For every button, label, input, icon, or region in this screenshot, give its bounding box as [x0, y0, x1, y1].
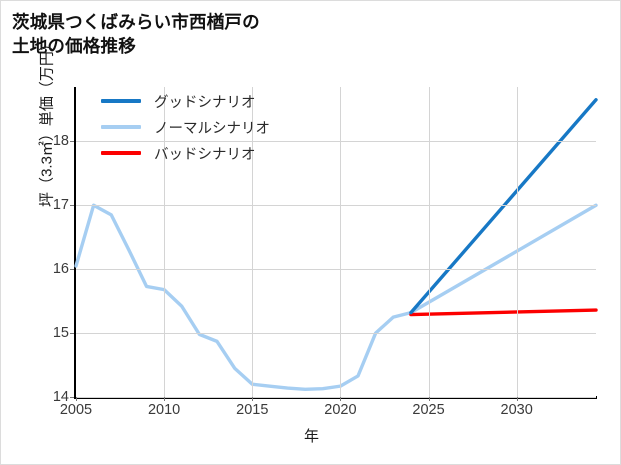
x-tick-mark: [428, 397, 430, 401]
plot-area: [74, 87, 598, 398]
x-tick-mark: [516, 397, 518, 401]
x-tick-mark: [340, 397, 342, 401]
series-line: [409, 308, 598, 317]
gridline-vertical: [164, 87, 166, 397]
y-tick-label: 15: [52, 325, 69, 342]
legend: グッドシナリオ ノーマルシナリオ バッドシナリオ: [101, 93, 270, 163]
legend-color-swatch: [101, 99, 141, 103]
gridline-horizontal: [76, 141, 596, 143]
y-tick-mark: [70, 205, 74, 207]
legend-item[interactable]: ノーマルシナリオ: [101, 119, 270, 137]
x-tick-label: 2020: [324, 402, 357, 418]
y-tick-mark: [70, 397, 74, 398]
page-title: 茨城県つくばみらい市西楢戸の 土地の価格推移: [12, 12, 260, 57]
gridline-vertical: [252, 87, 254, 397]
legend-label: グッドシナリオ: [154, 94, 256, 111]
x-tick-mark: [76, 397, 77, 401]
legend-color-swatch: [101, 151, 141, 155]
legend-color-swatch: [101, 125, 141, 129]
gridline-vertical: [428, 87, 430, 397]
y-tick-label: 17: [52, 197, 69, 214]
gridline-horizontal: [76, 269, 596, 271]
y-tick-mark: [70, 141, 74, 143]
gridline-vertical: [340, 87, 342, 397]
y-tick-mark: [70, 269, 74, 271]
x-axis-title: 年: [303, 428, 319, 445]
y-axis-title: 坪（3.3㎡）単価（万円）: [38, 36, 56, 207]
y-tick-mark: [70, 333, 74, 335]
x-tick-label: 2025: [412, 402, 445, 418]
x-tick-label: 2015: [236, 402, 269, 418]
gridline-horizontal: [76, 205, 596, 207]
x-tick-label: 2030: [500, 402, 533, 418]
legend-item[interactable]: グッドシナリオ: [101, 93, 270, 111]
series-line: [74, 203, 598, 392]
legend-item[interactable]: バッドシナリオ: [101, 145, 270, 163]
y-tick-label: 18: [52, 133, 69, 150]
legend-label: ノーマルシナリオ: [154, 120, 270, 137]
y-tick-label: 14: [52, 389, 69, 405]
plot-background: [76, 87, 596, 397]
x-tick-label: 2010: [147, 402, 181, 418]
y-tick-label: 16: [52, 261, 69, 278]
gridline-horizontal: [76, 397, 596, 398]
y-axis-tick-labels: 14 15 16 17 18: [1, 87, 69, 405]
x-axis-tick-labels: 2005 2010 2015 2020 2025 2030: [60, 402, 596, 424]
x-tick-label: 2005: [59, 402, 93, 418]
y-axis-spine: [74, 87, 77, 398]
x-tick-mark: [252, 397, 254, 401]
x-tick-mark: [164, 397, 166, 401]
legend-label: バッドシナリオ: [154, 146, 256, 163]
gridline-horizontal: [76, 333, 596, 335]
gridline-vertical: [516, 87, 518, 397]
